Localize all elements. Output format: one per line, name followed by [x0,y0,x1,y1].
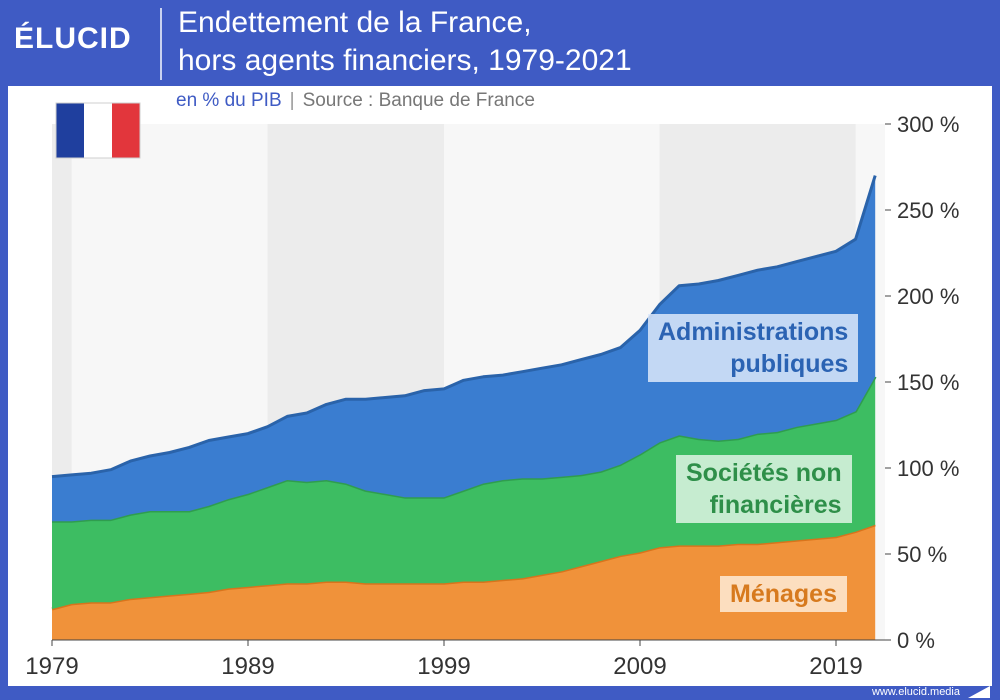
menages-label: Ménages [730,580,837,608]
area-admin-line [51,175,877,479]
chart-subtitle: en % du PIB | Source : Banque de France [176,90,535,112]
header: ÉLUCID Endettement de la France, hors ag… [0,0,1000,86]
footer-url[interactable]: www.elucid.media [871,686,960,698]
y-tick-label-150: 150 % [897,370,959,395]
series-label-menages: Ménages [720,576,847,612]
y-tick-label-0: 0 % [897,628,935,653]
area-societes [52,376,876,609]
france-flag-icon [55,102,141,159]
axes: 0 % 50 % 100 % 150 % 200 % 250 % 300 % 1979 1989… [25,112,959,680]
stacked-areas [51,175,877,640]
admin-label-line-2: publiques [730,350,849,378]
elucid-logo[interactable]: ÉLUCID [14,22,132,55]
x-tick-label-1999: 1999 [417,653,470,680]
societes-label-line-2: financières [709,491,842,519]
series-label-societes: Sociétés non financières [676,455,852,523]
y-tick-label-250: 250 % [897,198,959,223]
admin-label-line-1: Administrations [658,318,849,346]
subtitle-unit: en % du PIB [176,90,282,111]
title-line-2: hors agents financiers, 1979-2021 [178,44,632,77]
x-tick-label-2019: 2019 [809,653,862,680]
y-tick-label-300: 300 % [897,112,959,137]
series-label-admin: Administrations publiques [648,314,859,382]
area-admin [52,175,876,522]
title-line-1: Endettement de la France, [178,6,532,39]
x-tick-label-1989: 1989 [221,653,274,680]
y-tick-label-50: 50 % [897,542,947,567]
chart-title: Endettement de la France, hors agents fi… [178,4,632,80]
y-tick-label-200: 200 % [897,284,959,309]
societes-label-line-1: Sociétés non [686,459,842,487]
subtitle-separator: | [289,90,295,111]
y-tick-label-100: 100 % [897,456,959,481]
elucid-mark-icon [968,686,990,698]
x-tick-label-2009: 2009 [613,653,666,680]
subtitle-source: Source : Banque de France [302,90,535,111]
header-divider [160,8,162,80]
x-tick-label-1979: 1979 [25,653,78,680]
